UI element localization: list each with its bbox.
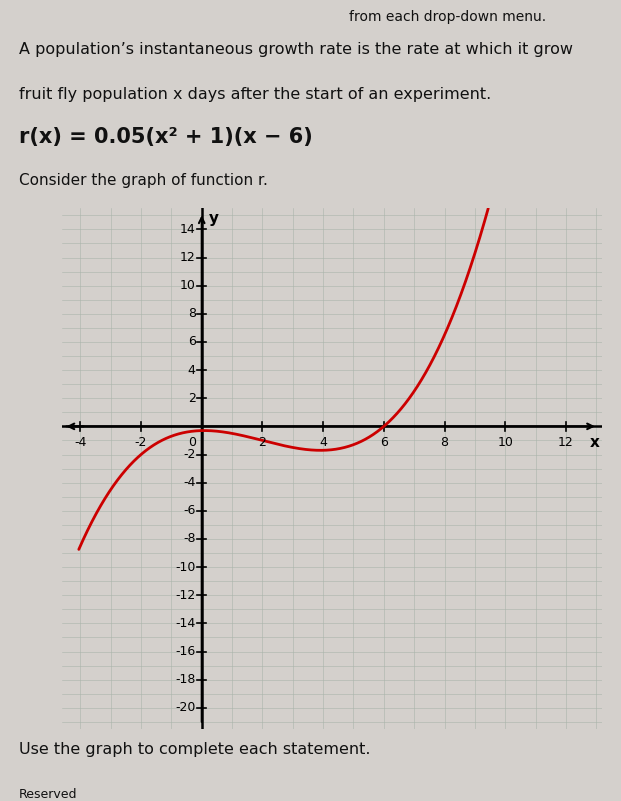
Text: 8: 8 <box>440 437 448 449</box>
Text: 10: 10 <box>179 280 196 292</box>
Text: -4: -4 <box>74 437 86 449</box>
Text: 0: 0 <box>188 437 196 449</box>
Text: A population’s instantaneous growth rate is the rate at which it grow: A population’s instantaneous growth rate… <box>19 42 573 58</box>
Text: 8: 8 <box>188 308 196 320</box>
Text: -16: -16 <box>175 645 196 658</box>
Text: -14: -14 <box>175 617 196 630</box>
Text: Consider the graph of function r.: Consider the graph of function r. <box>19 173 268 188</box>
Text: 6: 6 <box>188 336 196 348</box>
Text: -20: -20 <box>175 702 196 714</box>
Text: -4: -4 <box>183 476 196 489</box>
Text: 14: 14 <box>180 223 196 235</box>
Text: -2: -2 <box>183 448 196 461</box>
Text: r(x) = 0.05(x² + 1)(x − 6): r(x) = 0.05(x² + 1)(x − 6) <box>19 127 312 147</box>
Text: from each drop-down menu.: from each drop-down menu. <box>348 10 546 23</box>
Text: -18: -18 <box>175 673 196 686</box>
Text: 2: 2 <box>258 437 266 449</box>
Text: 2: 2 <box>188 392 196 405</box>
Text: 4: 4 <box>319 437 327 449</box>
Text: y: y <box>209 211 219 226</box>
Text: 10: 10 <box>497 437 513 449</box>
Text: -10: -10 <box>175 561 196 574</box>
Text: -2: -2 <box>135 437 147 449</box>
Text: x: x <box>589 435 599 450</box>
Text: 12: 12 <box>558 437 574 449</box>
Text: 6: 6 <box>380 437 388 449</box>
Text: -6: -6 <box>183 505 196 517</box>
Text: -8: -8 <box>183 533 196 545</box>
Text: 12: 12 <box>180 251 196 264</box>
Text: Use the graph to complete each statement.: Use the graph to complete each statement… <box>19 742 370 757</box>
Text: -12: -12 <box>175 589 196 602</box>
Text: Reserved: Reserved <box>19 788 77 801</box>
Text: 4: 4 <box>188 364 196 376</box>
Text: fruit fly population x days after the start of an experiment.: fruit fly population x days after the st… <box>19 87 491 102</box>
